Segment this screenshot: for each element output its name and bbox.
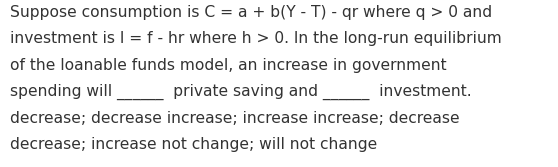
Text: decrease; increase not change; will not change: decrease; increase not change; will not … bbox=[10, 137, 377, 152]
Text: spending will ______  private saving and ______  investment.: spending will ______ private saving and … bbox=[10, 84, 472, 100]
Text: Suppose consumption is C = a + b(Y - T) - qr where q > 0 and: Suppose consumption is C = a + b(Y - T) … bbox=[10, 5, 492, 20]
Text: decrease; decrease increase; increase increase; decrease: decrease; decrease increase; increase in… bbox=[10, 111, 460, 126]
Text: investment is I = f - hr where h > 0. In the long-run equilibrium: investment is I = f - hr where h > 0. In… bbox=[10, 31, 502, 46]
Text: of the loanable funds model, an increase in government: of the loanable funds model, an increase… bbox=[10, 58, 446, 73]
